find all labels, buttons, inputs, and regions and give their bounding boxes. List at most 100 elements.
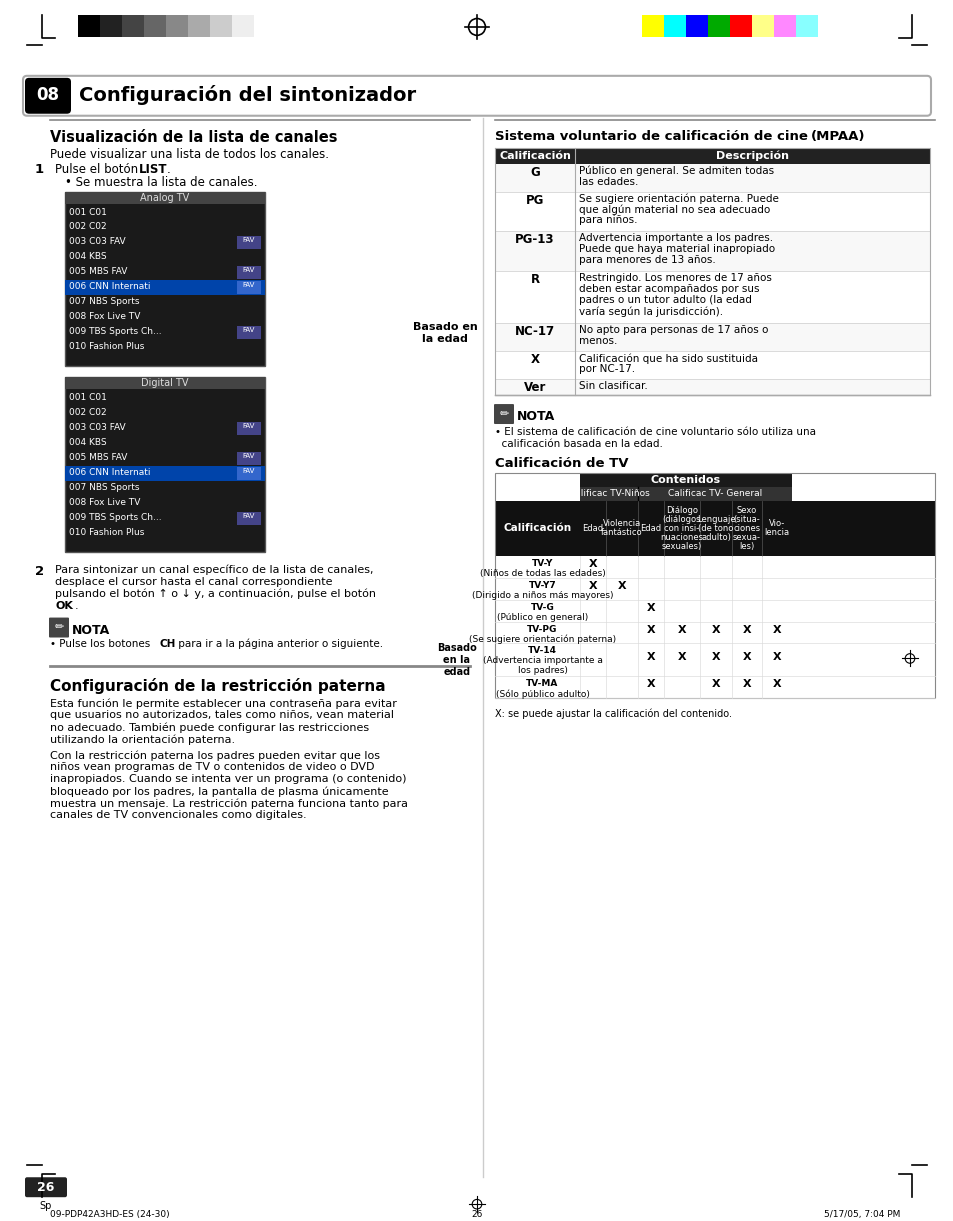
Text: X: X <box>741 679 751 690</box>
Text: X: X <box>741 624 751 635</box>
Text: Edad: Edad <box>582 524 603 532</box>
Text: 010 Fashion Plus: 010 Fashion Plus <box>69 342 144 352</box>
Text: 09-PDP42A3HD-ES (24-30): 09-PDP42A3HD-ES (24-30) <box>50 1210 170 1220</box>
Text: Basado
en la
edad: Basado en la edad <box>436 643 476 676</box>
Text: 007 NBS Sports: 007 NBS Sports <box>69 482 139 492</box>
Bar <box>495 148 929 164</box>
Text: sexua-: sexua- <box>732 532 760 542</box>
Bar <box>579 473 791 487</box>
Text: CH: CH <box>160 639 176 648</box>
Text: Calificación de TV: Calificación de TV <box>495 457 628 470</box>
Bar <box>579 487 638 501</box>
Text: 007 NBS Sports: 007 NBS Sports <box>69 297 139 306</box>
Bar <box>236 326 261 339</box>
Bar <box>166 15 188 37</box>
Text: por NC-17.: por NC-17. <box>578 364 635 374</box>
Text: 009 TBS Sports Ch...: 009 TBS Sports Ch... <box>69 513 161 521</box>
Text: PG-13: PG-13 <box>515 233 554 247</box>
Text: Puede visualizar una lista de todos los canales.: Puede visualizar una lista de todos los … <box>50 148 329 161</box>
Text: G: G <box>530 166 539 178</box>
Bar <box>65 192 265 366</box>
Text: 001 C01: 001 C01 <box>69 208 107 216</box>
Text: 003 C03 FAV: 003 C03 FAV <box>69 237 126 247</box>
Text: Sistema voluntario de calificación de cine: Sistema voluntario de calificación de ci… <box>495 129 812 143</box>
Bar <box>773 15 795 37</box>
Bar <box>65 377 265 389</box>
Text: Configuración del sintonizador: Configuración del sintonizador <box>79 84 416 105</box>
Text: Se sugiere orientación paterna. Puede: Se sugiere orientación paterna. Puede <box>578 194 778 204</box>
Text: 006 CNN Internati: 006 CNN Internati <box>69 282 151 292</box>
Text: Edad: Edad <box>639 524 660 532</box>
Text: 004 KBS: 004 KBS <box>69 438 107 447</box>
Text: nuaciones: nuaciones <box>659 532 702 542</box>
Text: (Se sugiere orientación paterna): (Se sugiere orientación paterna) <box>469 635 616 643</box>
Bar <box>495 643 934 676</box>
Text: que algún material no sea adecuado: que algún material no sea adecuado <box>578 205 769 215</box>
Bar <box>641 15 663 37</box>
Text: 002 C02: 002 C02 <box>69 408 107 418</box>
Bar <box>495 676 934 698</box>
Text: OK: OK <box>55 601 72 610</box>
Bar <box>495 379 929 396</box>
Bar <box>495 556 934 578</box>
Text: (situa-: (situa- <box>733 515 760 524</box>
Text: X: X <box>677 652 685 662</box>
Text: menos.: menos. <box>578 336 617 347</box>
Text: X: X <box>646 603 655 613</box>
Text: Sp: Sp <box>40 1201 52 1211</box>
Text: varía según la jurisdicción).: varía según la jurisdicción). <box>578 306 722 316</box>
Bar <box>188 15 210 37</box>
Text: 005 MBS FAV: 005 MBS FAV <box>69 267 128 276</box>
Text: ✏: ✏ <box>498 409 508 419</box>
Bar <box>495 164 929 192</box>
Text: 001 C01: 001 C01 <box>69 393 107 402</box>
Text: (Advertencia importante a: (Advertencia importante a <box>482 657 601 665</box>
Text: Violencia: Violencia <box>602 519 640 529</box>
Text: deben estar acompañados por sus: deben estar acompañados por sus <box>578 284 759 294</box>
Text: 008 Fox Live TV: 008 Fox Live TV <box>69 498 140 507</box>
Bar <box>495 473 934 698</box>
Bar <box>236 452 261 465</box>
Text: NOTA: NOTA <box>71 624 111 636</box>
Text: Sin clasificar.: Sin clasificar. <box>578 381 647 391</box>
Text: (de tono: (de tono <box>698 524 733 532</box>
Text: muestra un mensaje. La restricción paterna funciona tanto para: muestra un mensaje. La restricción pater… <box>50 799 408 808</box>
Bar <box>495 600 934 621</box>
Bar <box>495 352 929 379</box>
Text: Ver: Ver <box>523 381 546 394</box>
FancyBboxPatch shape <box>25 1177 67 1198</box>
Text: R: R <box>530 274 539 287</box>
Text: 008 Fox Live TV: 008 Fox Live TV <box>69 313 140 321</box>
Text: calificación basada en la edad.: calificación basada en la edad. <box>495 440 662 449</box>
FancyBboxPatch shape <box>494 404 514 424</box>
Text: los padres): los padres) <box>517 667 567 675</box>
Text: .: . <box>75 601 78 610</box>
Text: las edades.: las edades. <box>578 177 638 187</box>
Text: 006 CNN Internati: 006 CNN Internati <box>69 468 151 477</box>
Text: Advertencia importante a los padres.: Advertencia importante a los padres. <box>578 233 772 243</box>
Text: Sexo: Sexo <box>736 505 757 515</box>
Text: 2: 2 <box>35 564 44 578</box>
Text: PG: PG <box>525 194 543 206</box>
Bar <box>236 266 261 280</box>
Bar <box>495 324 929 352</box>
Text: ciones: ciones <box>733 524 760 532</box>
Text: FAV: FAV <box>243 282 254 288</box>
Bar <box>729 15 751 37</box>
Text: 003 C03 FAV: 003 C03 FAV <box>69 422 126 432</box>
Text: para ir a la página anterior o siguiente.: para ir a la página anterior o siguiente… <box>174 639 383 650</box>
Bar <box>236 422 261 435</box>
Bar <box>495 192 929 232</box>
FancyBboxPatch shape <box>49 618 69 637</box>
FancyBboxPatch shape <box>23 76 930 116</box>
Text: Para sintonizar un canal específico de la lista de canales,: Para sintonizar un canal específico de l… <box>55 564 374 575</box>
Text: (Público en general): (Público en general) <box>497 613 587 621</box>
Text: NC-17: NC-17 <box>515 325 555 338</box>
Bar <box>100 15 122 37</box>
Text: 010 Fashion Plus: 010 Fashion Plus <box>69 527 144 537</box>
Text: FAV: FAV <box>243 327 254 333</box>
Text: FAV: FAV <box>243 513 254 519</box>
Text: TV-MA: TV-MA <box>526 679 558 689</box>
Text: TV-Y7: TV-Y7 <box>528 581 556 590</box>
Bar <box>65 281 265 295</box>
